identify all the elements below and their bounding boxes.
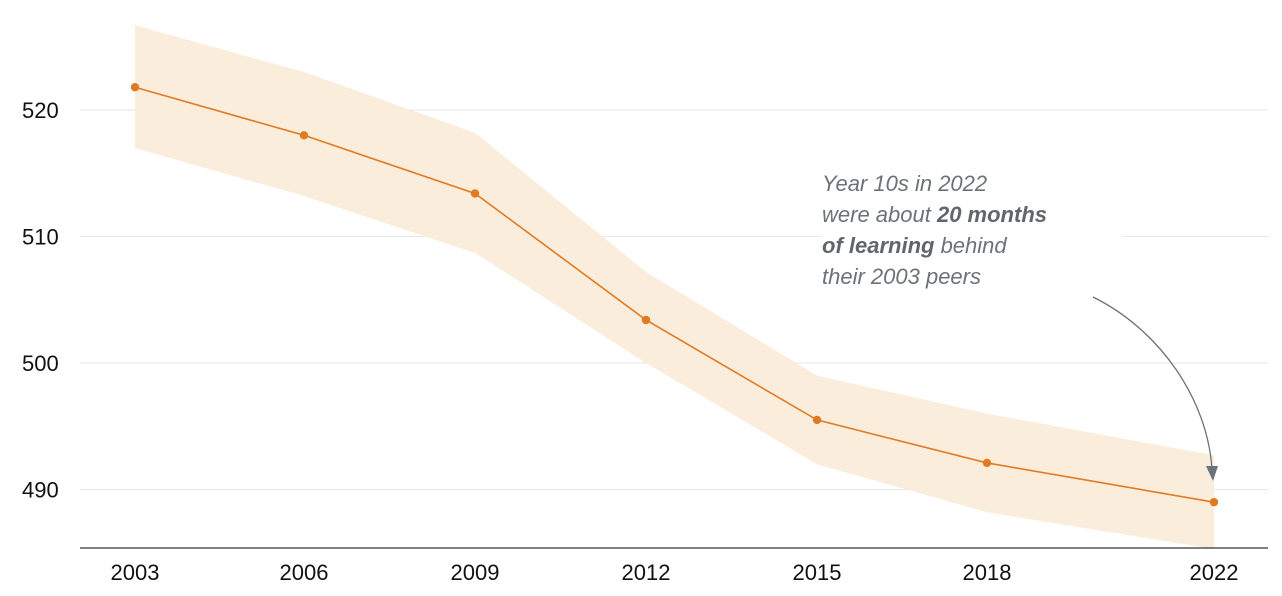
annotation: Year 10s in 2022 were about 20 months of… (822, 168, 1122, 292)
x-tick-label: 2003 (111, 560, 160, 585)
data-point (1209, 497, 1219, 507)
annotation-line-3b: behind (934, 233, 1007, 258)
annotation-line-2a: were about (822, 202, 937, 227)
y-tick-label: 520 (22, 98, 59, 123)
data-point (130, 83, 140, 92)
y-tick-label: 500 (22, 351, 59, 376)
x-tick-labels: 2003 2006 2009 2012 2015 2018 2022 (111, 560, 1239, 585)
annotation-arrowhead (1206, 466, 1218, 481)
y-tick-label: 490 (22, 478, 59, 503)
x-tick-label: 2018 (963, 560, 1012, 585)
data-point (299, 131, 309, 140)
annotation-line-3a: of learning (822, 233, 935, 258)
data-point (812, 415, 822, 425)
x-tick-label: 2012 (622, 560, 671, 585)
x-tick-label: 2009 (451, 560, 500, 585)
x-tick-label: 2006 (280, 560, 329, 585)
annotation-line-1: Year 10s in 2022 (822, 171, 988, 196)
data-point (641, 315, 651, 325)
data-point (982, 458, 992, 468)
annotation-line-4: their 2003 peers (822, 264, 981, 289)
data-points (130, 83, 1219, 507)
y-tick-label: 510 (22, 225, 59, 250)
x-tick-label: 2022 (1190, 560, 1239, 585)
confidence-band (135, 25, 1214, 549)
y-tick-labels: 490 500 510 520 (22, 98, 59, 503)
annotation-line-2b: 20 months (936, 202, 1047, 227)
annotation-arrow (1092, 296, 1213, 471)
data-point (470, 189, 480, 198)
x-tick-label: 2015 (793, 560, 842, 585)
